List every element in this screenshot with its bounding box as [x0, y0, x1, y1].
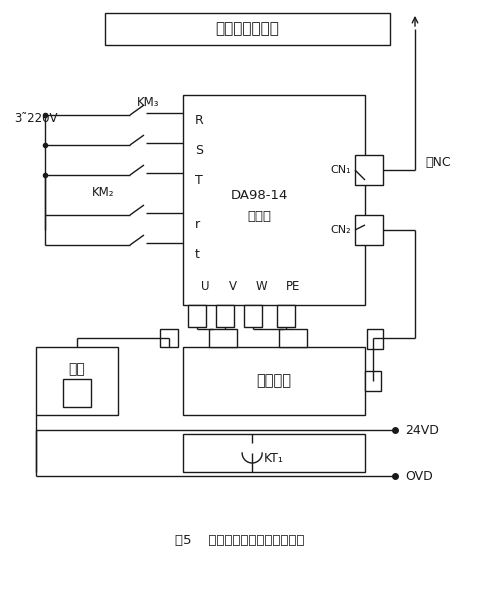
- Text: PE: PE: [286, 280, 300, 293]
- Text: 伺服电机: 伺服电机: [256, 373, 292, 388]
- Text: DA98-14: DA98-14: [231, 189, 288, 202]
- Bar: [355, 155, 383, 185]
- Text: S: S: [195, 143, 203, 156]
- Bar: [183, 347, 365, 415]
- Text: KM₂: KM₂: [92, 185, 114, 198]
- Text: KT₁: KT₁: [264, 451, 284, 464]
- Bar: [367, 329, 383, 349]
- Text: r: r: [195, 218, 200, 231]
- Text: 24VD: 24VD: [405, 424, 439, 437]
- Text: CN₂: CN₂: [331, 225, 351, 235]
- Bar: [277, 305, 295, 327]
- Bar: [355, 215, 383, 245]
- Bar: [105, 13, 390, 45]
- Bar: [183, 95, 365, 305]
- Bar: [279, 329, 307, 347]
- Text: 图5    改进后伺服驱动和抱闸控制: 图5 改进后伺服驱动和抱闸控制: [175, 533, 305, 546]
- Text: 驱动器: 驱动器: [248, 210, 272, 223]
- Text: 3˜220V: 3˜220V: [14, 112, 57, 124]
- Bar: [36, 347, 118, 415]
- Text: 去NC: 去NC: [425, 156, 451, 169]
- Bar: [188, 305, 206, 327]
- Text: V: V: [229, 280, 237, 293]
- Text: W: W: [255, 280, 267, 293]
- Text: T: T: [195, 173, 203, 186]
- Bar: [216, 305, 234, 327]
- Text: R: R: [195, 113, 204, 126]
- Bar: [365, 371, 381, 391]
- Text: U: U: [201, 280, 209, 293]
- Bar: [209, 329, 237, 347]
- Bar: [183, 434, 365, 472]
- Text: 抱闸: 抱闸: [68, 362, 85, 376]
- Text: 伺服驱动和抱闸: 伺服驱动和抱闸: [216, 21, 279, 37]
- Text: KM₃: KM₃: [137, 96, 159, 109]
- Bar: [244, 305, 262, 327]
- Bar: [160, 329, 178, 347]
- Text: CN₁: CN₁: [331, 165, 351, 175]
- Text: t: t: [195, 248, 200, 261]
- Bar: [63, 379, 91, 407]
- Text: OVD: OVD: [405, 470, 433, 483]
